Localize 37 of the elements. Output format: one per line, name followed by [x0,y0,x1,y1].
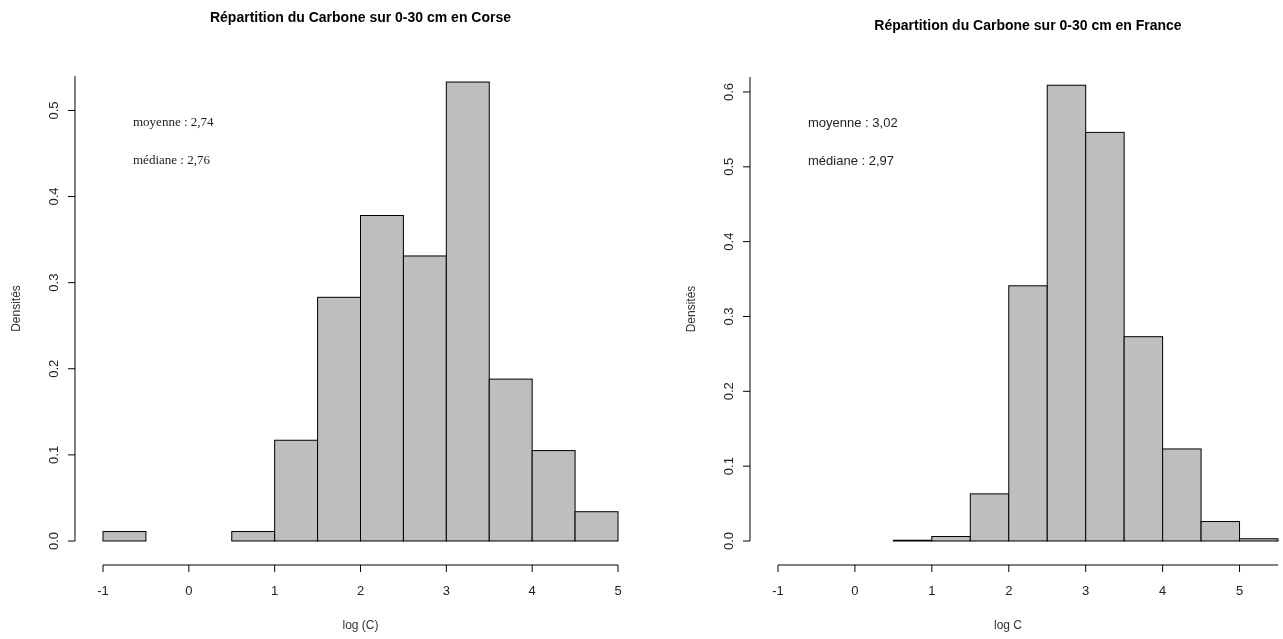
x-tick-label: 2 [1005,583,1013,598]
y-tick-label: 0.4 [46,187,61,206]
x-tick-label: 3 [442,583,450,598]
y-tick-label: 0.3 [46,273,61,292]
x-tick-label: 1 [928,583,936,598]
x-tick-label: 3 [1082,583,1090,598]
annotation: moyenne : 2,74 [133,114,215,129]
y-axis-title: Densités [9,285,23,332]
x-tick-label: 5 [1235,583,1244,598]
annotation: médiane : 2,76 [133,152,211,167]
x-tick-label: 2 [356,583,365,598]
x-tick-label: 1 [271,583,279,598]
x-tick-label: 4 [1159,583,1167,598]
y-tick-label: 0.2 [721,382,736,401]
x-tick-label: -1 [772,583,784,598]
x-tick-label: -1 [97,583,109,598]
y-tick-label: 0.1 [721,457,736,476]
y-tick-label: 0.1 [46,445,61,464]
y-axis-title: Densités [684,285,698,333]
x-axis-title: log C [993,618,1023,632]
x-tick-label: 4 [528,583,536,598]
y-tick-label: 0.3 [721,307,736,326]
chart-title: Répartition du Carbone sur 0-30 cm en Corse [209,9,512,25]
chart-title: Répartition du Carbone sur 0-30 cm en France [874,17,1182,33]
annotation: médiane : 2,97 [808,153,895,168]
x-tick-label: 0 [851,583,859,598]
x-tick-label: 5 [614,583,622,598]
y-tick-label: 0.5 [721,157,736,176]
y-tick-label: 0.5 [46,101,61,120]
x-axis-title: log (C) [342,618,379,632]
x-tick-label: 0 [185,583,193,598]
annotation: moyenne : 3,02 [808,115,898,130]
y-tick-label: 0.0 [46,531,61,551]
y-tick-label: 0.6 [721,82,736,102]
y-tick-label: 0.4 [721,232,736,251]
y-tick-label: 0.2 [46,359,61,378]
y-tick-label: 0.0 [721,531,736,551]
